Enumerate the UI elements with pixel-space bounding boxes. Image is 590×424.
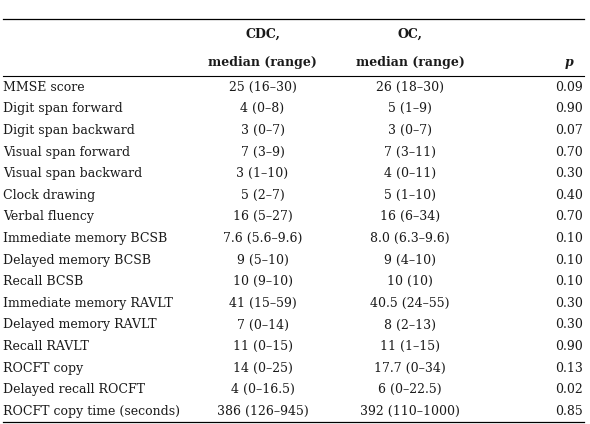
Text: 0.40: 0.40 — [555, 189, 584, 202]
Text: 9 (4–10): 9 (4–10) — [384, 254, 436, 267]
Text: 10 (9–10): 10 (9–10) — [232, 275, 293, 288]
Text: 0.90: 0.90 — [555, 102, 584, 115]
Text: Digit span backward: Digit span backward — [3, 124, 135, 137]
Text: ROCFT copy: ROCFT copy — [3, 362, 83, 375]
Text: 392 (110–1000): 392 (110–1000) — [360, 405, 460, 418]
Text: 26 (18–30): 26 (18–30) — [376, 81, 444, 94]
Text: Verbal fluency: Verbal fluency — [3, 210, 94, 223]
Text: 9 (5–10): 9 (5–10) — [237, 254, 289, 267]
Text: Recall BCSB: Recall BCSB — [3, 275, 83, 288]
Text: Immediate memory RAVLT: Immediate memory RAVLT — [3, 297, 173, 310]
Text: Delayed recall ROCFT: Delayed recall ROCFT — [3, 383, 145, 396]
Text: 14 (0–25): 14 (0–25) — [232, 362, 293, 375]
Text: 0.09: 0.09 — [555, 81, 584, 94]
Text: 0.30: 0.30 — [555, 167, 584, 180]
Text: 7 (0–14): 7 (0–14) — [237, 318, 289, 332]
Text: 16 (5–27): 16 (5–27) — [232, 210, 293, 223]
Text: 0.10: 0.10 — [555, 232, 584, 245]
Text: 4 (0–16.5): 4 (0–16.5) — [231, 383, 294, 396]
Text: median (range): median (range) — [356, 56, 464, 69]
Text: 5 (1–9): 5 (1–9) — [388, 102, 432, 115]
Text: 8.0 (6.3–9.6): 8.0 (6.3–9.6) — [371, 232, 450, 245]
Text: 386 (126–945): 386 (126–945) — [217, 405, 309, 418]
Text: 0.10: 0.10 — [555, 275, 584, 288]
Text: 0.85: 0.85 — [555, 405, 584, 418]
Text: 11 (1–15): 11 (1–15) — [380, 340, 440, 353]
Text: 17.7 (0–34): 17.7 (0–34) — [374, 362, 446, 375]
Text: 4 (0–11): 4 (0–11) — [384, 167, 436, 180]
Text: Visual span backward: Visual span backward — [3, 167, 142, 180]
Text: 0.07: 0.07 — [555, 124, 584, 137]
Text: Recall RAVLT: Recall RAVLT — [3, 340, 89, 353]
Text: 7 (3–9): 7 (3–9) — [241, 145, 284, 159]
Text: 0.30: 0.30 — [555, 318, 584, 332]
Text: 0.70: 0.70 — [555, 210, 584, 223]
Text: 3 (0–7): 3 (0–7) — [241, 124, 284, 137]
Text: Delayed memory BCSB: Delayed memory BCSB — [3, 254, 151, 267]
Text: 0.10: 0.10 — [555, 254, 584, 267]
Text: median (range): median (range) — [208, 56, 317, 69]
Text: 10 (10): 10 (10) — [387, 275, 433, 288]
Text: p: p — [565, 56, 573, 69]
Text: 5 (1–10): 5 (1–10) — [384, 189, 436, 202]
Text: 7.6 (5.6–9.6): 7.6 (5.6–9.6) — [223, 232, 302, 245]
Text: Clock drawing: Clock drawing — [3, 189, 95, 202]
Text: 6 (0–22.5): 6 (0–22.5) — [378, 383, 442, 396]
Text: 16 (6–34): 16 (6–34) — [380, 210, 440, 223]
Text: 8 (2–13): 8 (2–13) — [384, 318, 436, 332]
Text: 3 (0–7): 3 (0–7) — [388, 124, 432, 137]
Text: CDC,: CDC, — [245, 28, 280, 40]
Text: 4 (0–8): 4 (0–8) — [241, 102, 284, 115]
Text: MMSE score: MMSE score — [3, 81, 84, 94]
Text: Immediate memory BCSB: Immediate memory BCSB — [3, 232, 167, 245]
Text: 25 (16–30): 25 (16–30) — [228, 81, 297, 94]
Text: ROCFT copy time (seconds): ROCFT copy time (seconds) — [3, 405, 180, 418]
Text: Digit span forward: Digit span forward — [3, 102, 123, 115]
Text: 11 (0–15): 11 (0–15) — [232, 340, 293, 353]
Text: Visual span forward: Visual span forward — [3, 145, 130, 159]
Text: 0.70: 0.70 — [555, 145, 584, 159]
Text: 5 (2–7): 5 (2–7) — [241, 189, 284, 202]
Text: Delayed memory RAVLT: Delayed memory RAVLT — [3, 318, 156, 332]
Text: 0.30: 0.30 — [555, 297, 584, 310]
Text: 0.13: 0.13 — [555, 362, 584, 375]
Text: 7 (3–11): 7 (3–11) — [384, 145, 436, 159]
Text: 3 (1–10): 3 (1–10) — [237, 167, 289, 180]
Text: 41 (15–59): 41 (15–59) — [229, 297, 296, 310]
Text: 0.02: 0.02 — [555, 383, 584, 396]
Text: OC,: OC, — [398, 28, 422, 40]
Text: 40.5 (24–55): 40.5 (24–55) — [371, 297, 450, 310]
Text: 0.90: 0.90 — [555, 340, 584, 353]
